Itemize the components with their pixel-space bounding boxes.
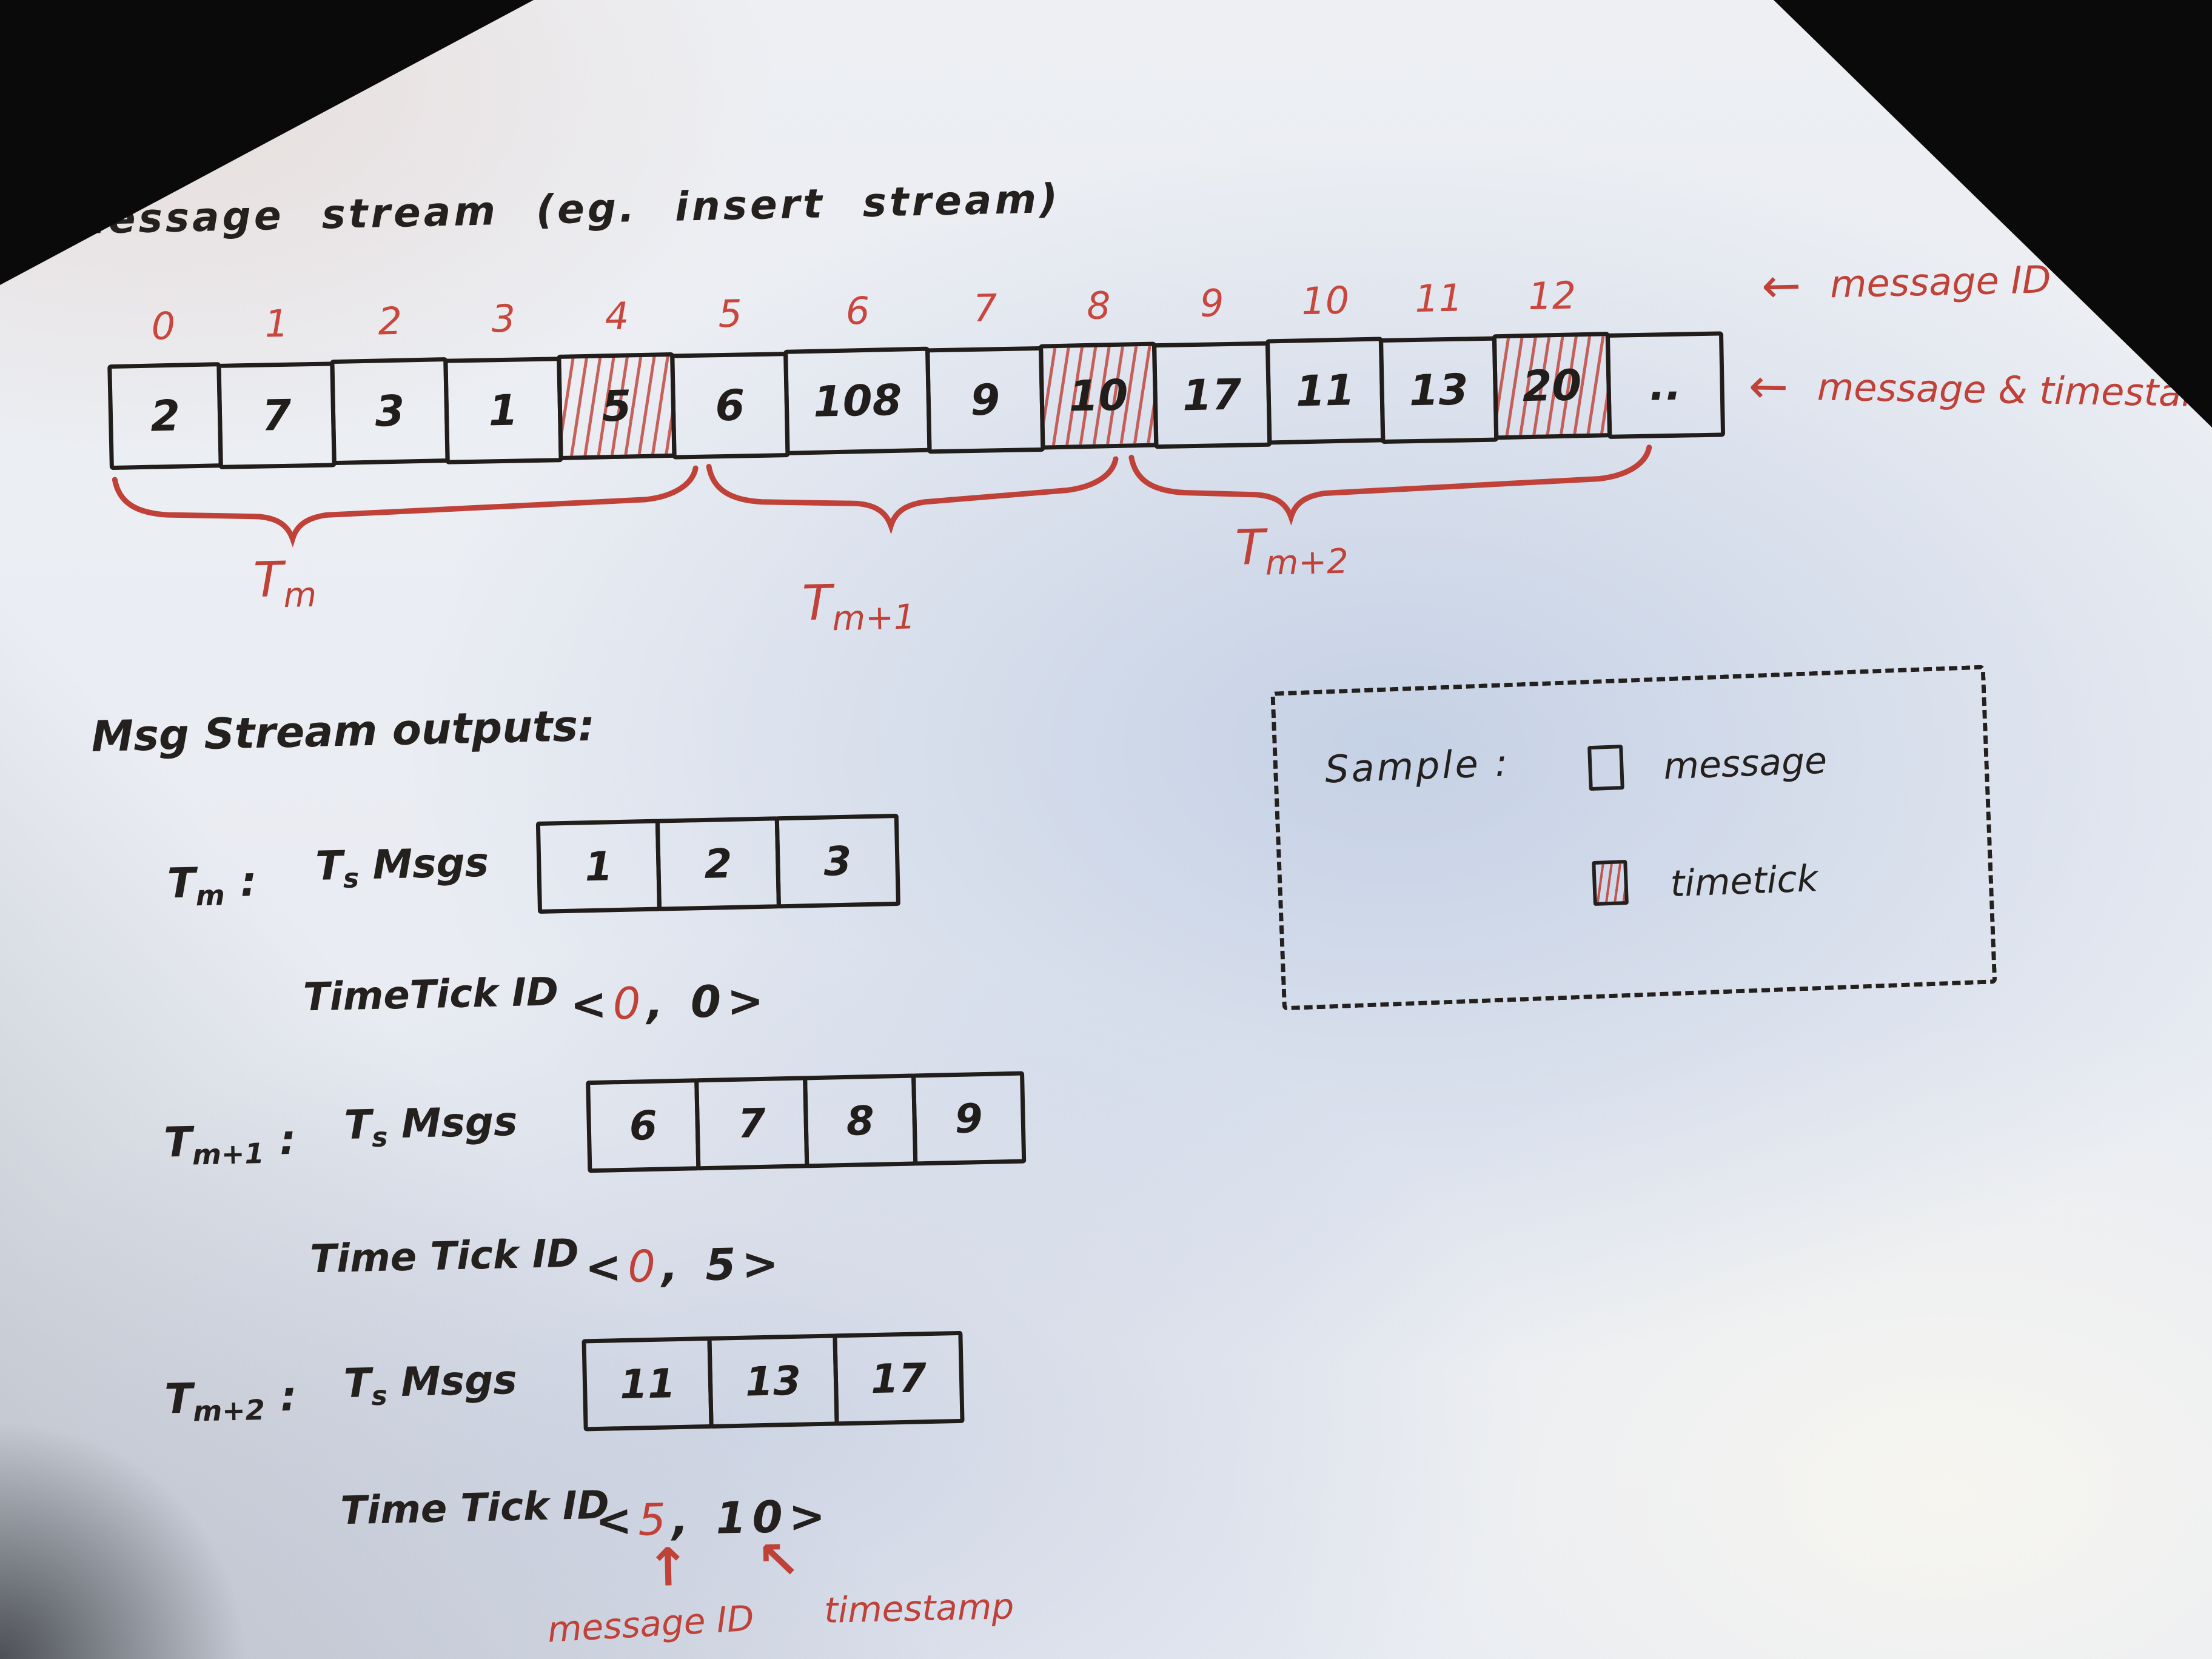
diagram-title: message stream (eg. insert stream) xyxy=(63,175,1062,244)
brace-tm xyxy=(112,465,699,548)
stream-cell: 0 2 xyxy=(106,303,223,471)
stream-index: 7 xyxy=(973,286,998,331)
timetick-swatch-icon xyxy=(1592,859,1629,907)
output-row-label-tm: Tm: xyxy=(167,858,258,913)
legend-label-timetick: timetick xyxy=(1669,857,1819,906)
stream-cell-ellipsis: .. xyxy=(1605,270,1726,439)
stream-index: 9 xyxy=(1199,281,1225,326)
stream-index: 0 xyxy=(150,303,176,349)
stream-value-box: 7 xyxy=(216,361,337,469)
stream-index: 11 xyxy=(1414,275,1463,321)
stream-index: 2 xyxy=(377,298,403,344)
msg-cell: 8 xyxy=(803,1073,918,1168)
stream-cell: 5 6 xyxy=(670,290,790,460)
stream-value-box: 108 xyxy=(783,346,932,455)
stream-value-box-hatched: 5 xyxy=(557,352,677,461)
sample-legend-box: Sample : message timetick xyxy=(1270,665,1997,1011)
stream-value-box: .. xyxy=(1605,331,1726,439)
stream-cell: 7 9 xyxy=(925,285,1045,454)
stream-value-box-hatched: 20 xyxy=(1492,332,1612,440)
msg-cell: 1 xyxy=(535,819,662,914)
msg-cell: 17 xyxy=(833,1330,965,1426)
stream-cell: 2 3 xyxy=(330,298,450,466)
stream-index: 8 xyxy=(1086,283,1111,328)
stream-index: 6 xyxy=(845,288,871,333)
ts-msgs-label: Ts Msgs xyxy=(343,1356,518,1412)
up-left-arrow-icon: ↖ xyxy=(756,1529,801,1592)
msg-cell: 7 xyxy=(694,1076,809,1171)
left-arrow-icon: ← xyxy=(1748,359,1789,415)
brace-label-tm2: Tm+2 xyxy=(1235,518,1349,583)
stream-value-box: 3 xyxy=(330,357,450,466)
stream-index: 5 xyxy=(717,291,743,337)
ts-msgs-box-tm1: 6 7 8 9 xyxy=(586,1071,1027,1173)
annotation-message-id: message ID xyxy=(546,1597,756,1651)
timetick-id-label: Time Tick ID xyxy=(340,1483,610,1534)
brace-tm1 xyxy=(706,456,1119,535)
stream-index: 10 xyxy=(1301,278,1350,324)
brace-tm2 xyxy=(1128,444,1652,526)
stream-cell: 1 7 xyxy=(216,300,337,469)
photo-shadow-bottom-left xyxy=(0,1413,255,1659)
stream-index xyxy=(1608,270,1723,332)
msg-cell: 13 xyxy=(707,1333,839,1429)
stream-index: 3 xyxy=(491,296,516,341)
timetick-id-label: Time Tick ID xyxy=(309,1231,580,1282)
msg-cell: 9 xyxy=(911,1071,1027,1166)
stream-value-box: 1 xyxy=(443,357,563,464)
stream-value-box: 11 xyxy=(1265,337,1386,445)
stream-value-box: 17 xyxy=(1152,341,1272,449)
timetick-id-label: TimeTick ID xyxy=(303,970,559,1021)
stream-cell-timetick: 12 20 xyxy=(1492,272,1612,440)
stream-value-box-hatched: 10 xyxy=(1038,341,1159,450)
outputs-heading: Msg Stream outputs: xyxy=(90,700,595,762)
msg-cell: 3 xyxy=(774,813,900,909)
output-row-label-tm1: Tm+1: xyxy=(163,1116,297,1171)
stream-cell: 9 17 xyxy=(1152,280,1272,449)
stream-value-box: 13 xyxy=(1378,336,1499,444)
msg-cell: 6 xyxy=(586,1078,701,1173)
stream-cell: 11 13 xyxy=(1378,275,1499,444)
up-arrow-icon: ↑ xyxy=(645,1537,691,1599)
msg-cell: 2 xyxy=(655,816,782,911)
stream-index: 1 xyxy=(264,301,289,346)
stream-cell: 3 1 xyxy=(443,295,563,464)
stream-index: 12 xyxy=(1527,273,1577,319)
message-timestamp-arrow-label: ← message & timestamp xyxy=(1748,359,2212,417)
message-stream-array: 0 2 1 7 2 3 3 1 4 5 5 6 xyxy=(106,270,1726,471)
stream-index: 4 xyxy=(604,293,629,339)
brace-label-tm1: Tm+1 xyxy=(802,574,916,639)
stream-cell-timetick: 8 10 xyxy=(1038,282,1159,450)
timetick-id-value-tm: <0, 0> xyxy=(569,974,771,1030)
timetick-id-value-tm1: <0, 5> xyxy=(584,1238,785,1293)
stream-cell-timetick: 4 5 xyxy=(557,293,677,461)
stream-cell: 10 11 xyxy=(1265,277,1386,445)
annotation-timestamp: timestamp xyxy=(823,1586,1014,1631)
stream-cell: 6 108 xyxy=(783,287,932,455)
brace-label-tm: Tm xyxy=(252,551,317,615)
stream-value-box: 9 xyxy=(925,346,1045,454)
stream-value-box: 6 xyxy=(670,352,790,460)
stream-value-box: 2 xyxy=(107,362,223,471)
ts-msgs-box-tm: 1 2 3 xyxy=(535,813,900,914)
legend-title: Sample : xyxy=(1324,740,1511,792)
legend-label-message: message xyxy=(1663,739,1828,788)
ts-msgs-box-tm2: 11 13 17 xyxy=(581,1330,965,1432)
left-arrow-icon: ← xyxy=(1761,258,1802,314)
ts-msgs-label: Ts Msgs xyxy=(343,1098,518,1153)
message-swatch-icon xyxy=(1587,745,1624,791)
msg-cell: 11 xyxy=(581,1336,714,1432)
window-braces xyxy=(112,444,1652,548)
ts-msgs-label: Ts Msgs xyxy=(315,839,489,894)
message-id-arrow-label: ← message ID xyxy=(1761,257,2052,314)
